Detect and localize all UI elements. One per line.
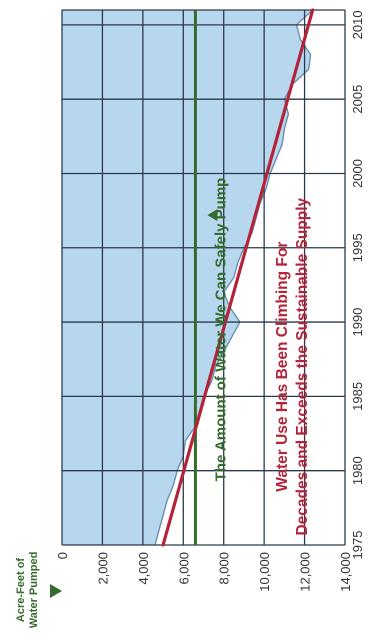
y-tick-label-4000: 4,000 <box>136 552 151 585</box>
x-tick-label-1990: 1990 <box>350 308 365 337</box>
sustainable-pointer-arrow <box>207 209 218 222</box>
y-tick-label-6000: 6,000 <box>176 552 191 585</box>
x-tick-label-1985: 1985 <box>350 382 365 411</box>
y-tick-label-2000: 2,000 <box>95 552 110 585</box>
y-tick-label-10000: 10,000 <box>257 552 272 592</box>
x-tick-label-2005: 2005 <box>350 85 365 114</box>
sustainable-supply-label: The Amount of Water We Can Safely Pump <box>212 178 229 482</box>
x-tick-label-1975: 1975 <box>350 531 365 560</box>
y-axis-label-line-1: Acre-Feet of <box>15 558 27 623</box>
x-tick-label-1995: 1995 <box>350 233 365 262</box>
x-tick-label-2010: 2010 <box>350 10 365 39</box>
chart-title-line-2: Decades and Exceeds the Sustainable Supp… <box>294 197 311 535</box>
area-water-pumped <box>62 10 313 545</box>
trend-line <box>161 8 315 547</box>
y-tick-label-0: 0 <box>55 552 70 559</box>
chart-title-line-1: Water Use Has Been Climbing For <box>274 242 291 492</box>
x-tick-label-2000: 2000 <box>350 159 365 188</box>
grid-lines <box>61 9 346 546</box>
y-tick-label-8000: 8,000 <box>217 552 232 585</box>
y-axis-arrow <box>50 584 62 598</box>
x-tick-label-1980: 1980 <box>350 456 365 485</box>
y-axis-label-line-2: Water Pumped <box>28 552 40 628</box>
y-tick-label-14000: 14,000 <box>338 552 353 592</box>
y-tick-label-12000: 12,000 <box>298 552 313 592</box>
